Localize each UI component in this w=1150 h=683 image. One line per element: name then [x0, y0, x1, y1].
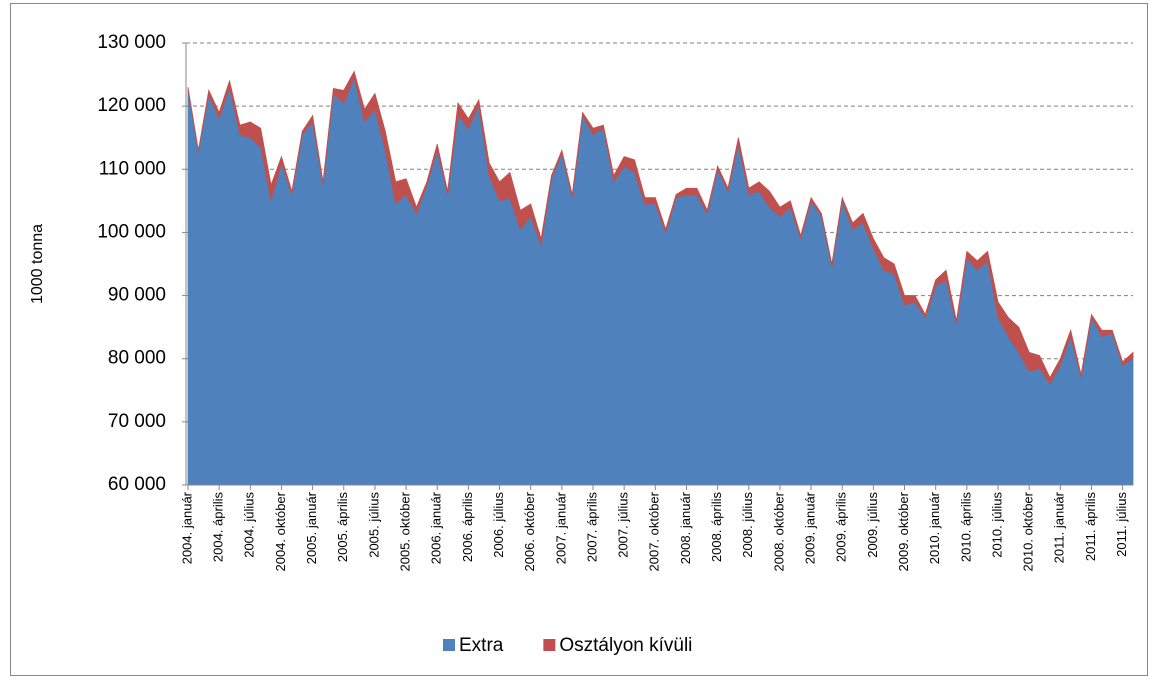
x-tick-label: 2010. október: [1021, 491, 1036, 571]
y-tick-label: 70 000: [108, 411, 166, 432]
x-tick-label: 2008. április: [709, 492, 724, 563]
x-tick-label: 2006. január: [429, 491, 444, 564]
x-tick-label: 2005. július: [366, 492, 381, 558]
legend-label: Extra: [459, 635, 504, 656]
x-tick-label: 2005. október: [398, 491, 413, 571]
x-tick-label: 2007. április: [584, 492, 599, 563]
y-tick-label: 130 000: [97, 32, 166, 53]
y-tick-label: 90 000: [108, 285, 166, 306]
x-tick-label: 2011. január: [1052, 491, 1067, 563]
x-tick-label: 2008. október: [771, 491, 786, 571]
x-tick-label: 2006. április: [460, 492, 475, 563]
x-tick-label: 2005. április: [335, 492, 350, 563]
x-tick-label: 2010. július: [989, 492, 1004, 558]
x-tick-label: 2007. január: [553, 491, 568, 564]
x-tick-label: 2004. október: [273, 491, 288, 571]
y-axis-title: 1000 tonna: [29, 224, 46, 304]
legend-swatch: [543, 639, 556, 651]
x-tick-label: 2004. január: [179, 491, 194, 564]
y-tick-label: 100 000: [97, 221, 166, 242]
legend-label: Osztályon kívüli: [559, 635, 692, 656]
y-tick-label: 80 000: [108, 348, 166, 369]
x-tick-label: 2009. január: [803, 491, 818, 564]
x-tick-label: 2004. július: [242, 492, 257, 558]
x-tick-label: 2009. július: [865, 492, 880, 558]
x-tick-label: 2009. október: [896, 491, 911, 571]
x-tick-label: 2007. október: [647, 491, 662, 571]
x-tick-label: 2010. január: [927, 491, 942, 564]
x-tick-label: 2006. október: [522, 491, 537, 571]
x-tick-label: 2010. április: [958, 492, 973, 563]
x-tick-label: 2008. január: [678, 491, 693, 564]
x-tick-label: 2009. április: [834, 492, 849, 563]
x-tick-label: 2005. január: [304, 491, 319, 564]
x-tick-label: 2011. április: [1083, 492, 1098, 562]
y-tick-label: 120 000: [97, 95, 166, 116]
x-tick-label: 2004. április: [211, 492, 226, 563]
x-tick-label: 2006. július: [491, 492, 506, 558]
y-tick-label: 60 000: [108, 474, 166, 495]
area: [187, 70, 1134, 385]
x-tick-label: 2007. július: [616, 492, 631, 558]
y-tick-label: 110 000: [99, 158, 166, 179]
x-tick-label: 2008. július: [740, 492, 755, 558]
x-tick-label: 2011. július: [1114, 492, 1129, 557]
legend-swatch: [443, 639, 455, 651]
